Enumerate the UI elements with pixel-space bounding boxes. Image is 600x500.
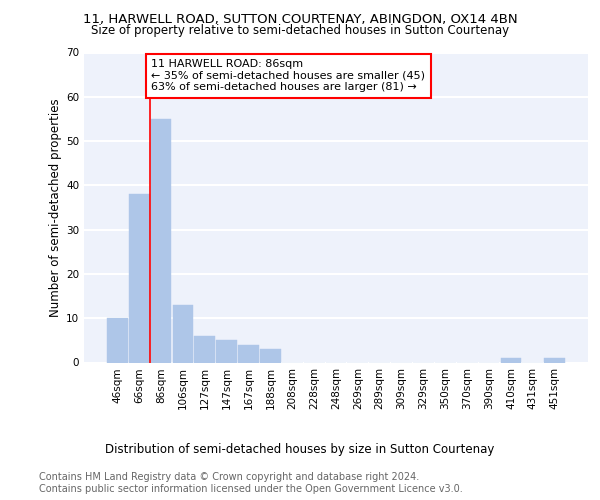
Text: Size of property relative to semi-detached houses in Sutton Courtenay: Size of property relative to semi-detach… [91, 24, 509, 37]
Bar [216, 340, 237, 362]
Text: 11 HARWELL ROAD: 86sqm
← 35% of semi-detached houses are smaller (45)
63% of sem: 11 HARWELL ROAD: 86sqm ← 35% of semi-det… [151, 59, 425, 92]
Y-axis label: Number of semi-detached properties: Number of semi-detached properties [49, 98, 62, 317]
Bar [544, 358, 565, 362]
Bar [260, 349, 281, 362]
Bar [129, 194, 149, 362]
Bar [238, 345, 259, 362]
Text: Contains public sector information licensed under the Open Government Licence v3: Contains public sector information licen… [39, 484, 463, 494]
Bar [500, 358, 521, 362]
Text: 11, HARWELL ROAD, SUTTON COURTENAY, ABINGDON, OX14 4BN: 11, HARWELL ROAD, SUTTON COURTENAY, ABIN… [83, 12, 517, 26]
Bar [151, 119, 172, 362]
Bar [107, 318, 128, 362]
Bar [173, 305, 193, 362]
Text: Distribution of semi-detached houses by size in Sutton Courtenay: Distribution of semi-detached houses by … [106, 442, 494, 456]
Bar [194, 336, 215, 362]
Text: Contains HM Land Registry data © Crown copyright and database right 2024.: Contains HM Land Registry data © Crown c… [39, 472, 419, 482]
